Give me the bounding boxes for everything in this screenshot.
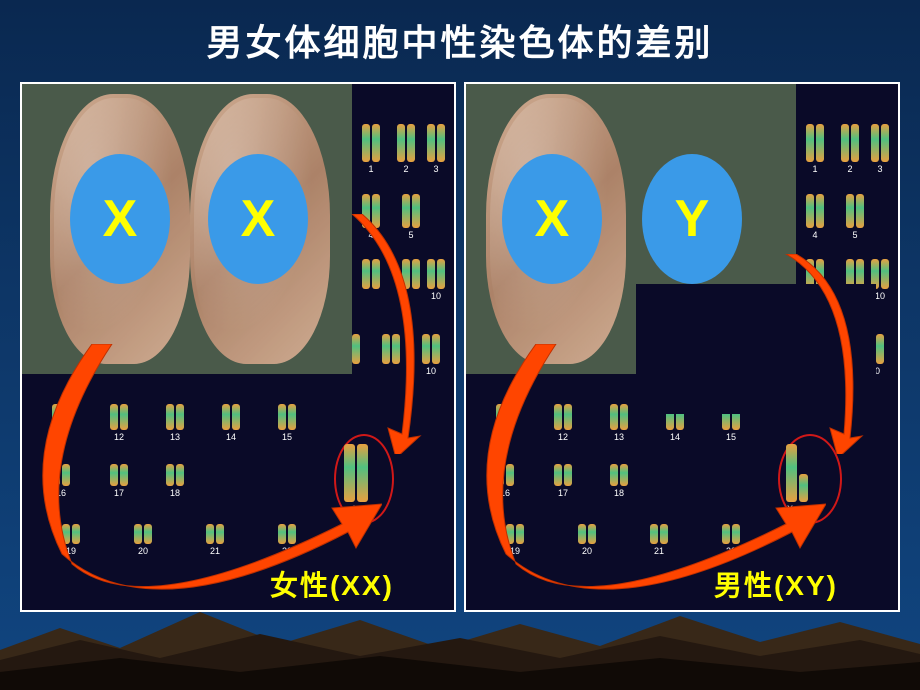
chromosome-number: 20 — [138, 546, 148, 556]
chromosome-pair: 15 — [278, 404, 296, 442]
chromosome-number: 20 — [582, 546, 592, 556]
chromosome-pair: 13 — [610, 404, 628, 442]
caption-male: 男性(XY) — [714, 564, 838, 604]
mountains-decoration — [0, 600, 920, 690]
chromosome-pair: 5 — [402, 194, 420, 240]
oval-label: X — [103, 189, 138, 249]
sex-pair-male: X Y — [786, 444, 808, 514]
chromosome-pair: 18 — [166, 464, 184, 498]
chromosome-pair: 2 — [397, 124, 415, 174]
chromosome-pair: 11 — [496, 404, 514, 442]
chromosome-number: 11 — [56, 432, 65, 442]
chromosome-pair: 12 — [554, 404, 572, 442]
sex-label-y: Y — [801, 504, 807, 514]
chromosome-number: 13 — [170, 432, 180, 442]
oval-x: X — [502, 154, 602, 284]
chromosome-pair: 4 — [362, 194, 380, 240]
chromosome-number: 1 — [368, 164, 373, 174]
oval-y: Y — [642, 154, 742, 284]
chromosome-pair: 21 — [206, 524, 224, 556]
chromosome-number: 2 — [847, 164, 852, 174]
panel-female: 12345108910111213141516171819202122 X X … — [20, 82, 456, 612]
chromosome-pair — [362, 259, 380, 291]
chromosome-pair — [402, 259, 420, 291]
chromosome-number: 3 — [877, 164, 882, 174]
chromosome-pair — [382, 334, 400, 366]
oval-label: Y — [675, 189, 710, 249]
chromosome-pair: 19 — [62, 524, 80, 556]
sex-label-x: X — [787, 504, 793, 514]
chromosome-number: 19 — [66, 546, 76, 556]
chromosome-pair: 1 — [362, 124, 380, 174]
chromosome-pair: 11 — [52, 404, 70, 442]
chromosome-number: 12 — [114, 432, 124, 442]
chromosome-number: 22 — [282, 546, 292, 556]
chromosome-pair: 10 — [427, 259, 445, 301]
chromosome-pair: 20 — [578, 524, 596, 556]
chromosome-number: 10 — [875, 291, 885, 301]
chromosome-pair: 5 — [846, 194, 864, 240]
chromosome-number: 3 — [433, 164, 438, 174]
chromosome-number: 16 — [500, 488, 510, 498]
chromosome-number: 18 — [170, 488, 180, 498]
chromosome-pair: 16 — [496, 464, 514, 498]
chromosome-pair: 13 — [166, 404, 184, 442]
chromosome-number: 10 — [426, 366, 436, 376]
chromosome-number: 16 — [56, 488, 66, 498]
chromosome-number: 4 — [368, 230, 373, 240]
chromosome-number: 21 — [654, 546, 664, 556]
sex-label-x: X — [353, 504, 359, 514]
sex-pair-female: X — [344, 444, 368, 514]
oval-label: X — [241, 189, 276, 249]
chromosome-number: 19 — [510, 546, 520, 556]
chromosome-pair: 22 — [722, 524, 740, 556]
chromosome-pair: 18 — [610, 464, 628, 498]
chromosome-number: 5 — [408, 230, 413, 240]
chromosome-pair: 14 — [222, 404, 240, 442]
chromosome-pair: 20 — [134, 524, 152, 556]
oval-x-1: X — [70, 154, 170, 284]
oval-label: X — [535, 189, 570, 249]
chromosome-pair: 22 — [278, 524, 296, 556]
chromosome-pair: 4 — [806, 194, 824, 240]
chromosome-number: 4 — [812, 230, 817, 240]
chromosome-number: 14 — [670, 432, 680, 442]
chromosome-number: 17 — [558, 488, 568, 498]
chromosome-pair: 2 — [841, 124, 859, 174]
panels-container: 12345108910111213141516171819202122 X X … — [0, 66, 920, 612]
chromosome-number: 17 — [114, 488, 124, 498]
chromosome-pair: 1 — [806, 124, 824, 174]
oval-x-2: X — [208, 154, 308, 284]
chromosome-pair: 10 — [422, 334, 440, 376]
chromosome-number: 1 — [812, 164, 817, 174]
chromosome-pair: 3 — [871, 124, 889, 174]
chromosome-number: 21 — [210, 546, 220, 556]
chromosome-pair: 12 — [110, 404, 128, 442]
chromosome-number: 14 — [226, 432, 236, 442]
chromosome-number: 15 — [726, 432, 736, 442]
chromosome-pair: 3 — [427, 124, 445, 174]
chromosome-number: 11 — [500, 432, 509, 442]
chromosome-pair: 21 — [650, 524, 668, 556]
chromosome-pair: 17 — [554, 464, 572, 498]
chromosome-number: 22 — [726, 546, 736, 556]
chromosome-pair: 19 — [506, 524, 524, 556]
chromosome-pair: 16 — [52, 464, 70, 498]
chromosome-number: 13 — [614, 432, 624, 442]
dark-box-male — [666, 284, 876, 414]
chromosome-number: 18 — [614, 488, 624, 498]
page-title: 男女体细胞中性染色体的差别 — [0, 0, 920, 66]
chromosome-number: 5 — [852, 230, 857, 240]
chromosome-pair: 17 — [110, 464, 128, 498]
chromosome-number: 10 — [431, 291, 441, 301]
panel-male: 12345108910111213141516171819202122 X Y … — [464, 82, 900, 612]
chromosome-number: 12 — [558, 432, 568, 442]
chromosome-number: 15 — [282, 432, 292, 442]
caption-female: 女性(XX) — [270, 564, 394, 604]
chromosome-number: 2 — [403, 164, 408, 174]
